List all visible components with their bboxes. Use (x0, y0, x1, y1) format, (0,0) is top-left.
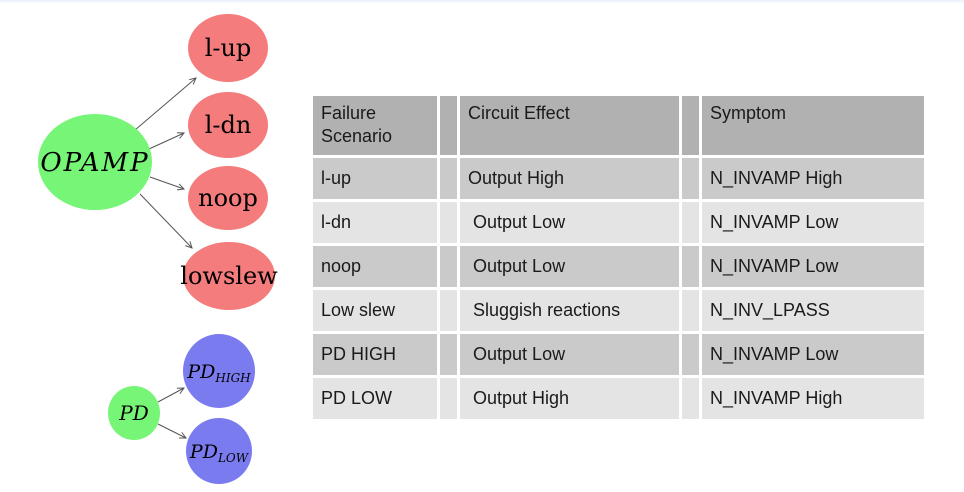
node-l-dn-label: l-dn (205, 111, 252, 139)
node-l-up-label: l-up (205, 34, 252, 62)
edge-opamp-lowslew (139, 193, 193, 249)
cell-effect: Output Low (460, 334, 679, 375)
header-circuit-effect: Circuit Effect (460, 96, 679, 155)
edge-pd-pdhigh (157, 387, 185, 403)
header-spacer-1 (440, 96, 457, 155)
spacer-cell (440, 378, 457, 419)
node-lowslew-label: lowslew (180, 262, 278, 290)
cell-symptom: N_INVAMP Low (702, 246, 924, 287)
cell-scenario: PD LOW (313, 378, 437, 419)
node-noop (188, 166, 268, 230)
spacer-cell (440, 202, 457, 243)
cell-scenario: l-dn (313, 202, 437, 243)
cell-symptom: N_INV_LPASS (702, 290, 924, 331)
edge-pd-pdlow (157, 423, 187, 439)
cell-effect: Output Low (460, 246, 679, 287)
spacer-cell (440, 334, 457, 375)
node-pd-low-label: PDLOW (189, 441, 250, 465)
node-noop-label: noop (198, 184, 258, 212)
node-pd-high-label: PDHIGH (186, 361, 251, 385)
spacer-cell (682, 334, 699, 375)
edge-opamp-lup (134, 77, 197, 131)
node-pd-high (183, 334, 255, 408)
node-pd (108, 386, 160, 440)
top-edge-highlight (0, 0, 964, 4)
spacer-cell (440, 158, 457, 199)
cell-effect: Output High (460, 158, 679, 199)
cell-effect: Output Low (460, 202, 679, 243)
node-l-dn (188, 92, 268, 158)
cell-symptom: N_INVAMP High (702, 158, 924, 199)
fault-tree-diagram: OPAMP l-up l-dn noop lowslew PD PDHIGH P… (38, 14, 278, 484)
node-l-up (188, 14, 268, 82)
spacer-cell (682, 378, 699, 419)
header-spacer-2 (682, 96, 699, 155)
spacer-cell (682, 202, 699, 243)
cell-scenario: Low slew (313, 290, 437, 331)
spacer-cell (440, 246, 457, 287)
node-pd-low (186, 418, 252, 484)
spacer-cell (682, 158, 699, 199)
cell-symptom: N_INVAMP Low (702, 334, 924, 375)
edge-opamp-ldn (148, 132, 186, 150)
cell-scenario: PD HIGH (313, 334, 437, 375)
header-failure-scenario: Failure Scenario (313, 96, 437, 155)
cell-effect: Sluggish reactions (460, 290, 679, 331)
cell-scenario: l-up (313, 158, 437, 199)
spacer-cell (440, 290, 457, 331)
node-lowslew (183, 242, 275, 310)
node-opamp (38, 114, 152, 210)
cell-symptom: N_INVAMP Low (702, 202, 924, 243)
cell-symptom: N_INVAMP High (702, 378, 924, 419)
failure-table: Failure Scenario Circuit Effect Symptom … (313, 96, 924, 419)
header-symptom: Symptom (702, 96, 924, 155)
spacer-cell (682, 290, 699, 331)
node-pd-label: PD (118, 401, 149, 425)
spacer-cell (682, 246, 699, 287)
cell-effect: Output High (460, 378, 679, 419)
cell-scenario: noop (313, 246, 437, 287)
edge-opamp-noop (149, 176, 186, 191)
node-opamp-label: OPAMP (40, 148, 149, 178)
